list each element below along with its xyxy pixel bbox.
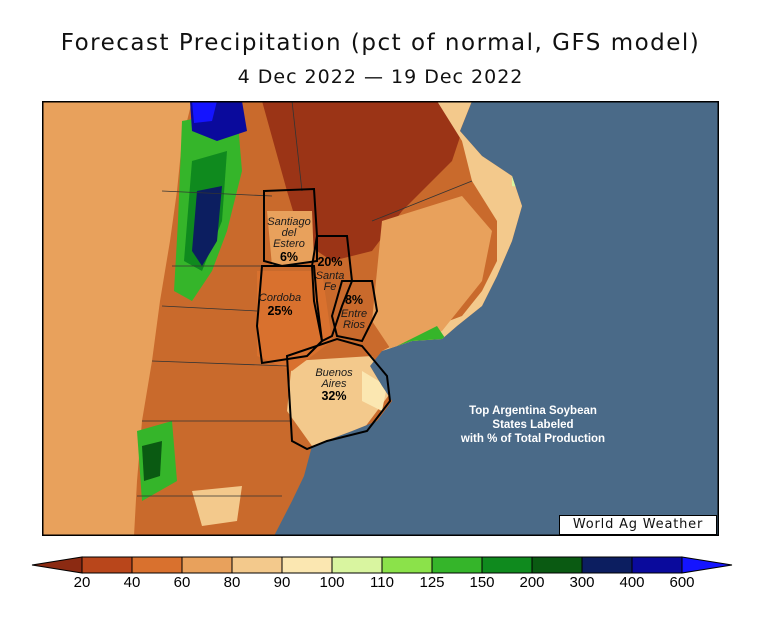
state-name-line: Santa: [316, 270, 345, 282]
colorbar-bin: [281, 556, 333, 574]
colorbar-bin: [481, 556, 533, 574]
state-pct: 32%: [321, 389, 346, 403]
annotation-line: Top Argentina Soybean: [469, 405, 597, 417]
colorbar: [31, 556, 733, 574]
colorbar-bin: [581, 556, 633, 574]
state-label-cordoba: Cordoba 25%: [259, 292, 301, 318]
colorbar-tick-label: 125: [419, 574, 445, 591]
colorbar-tick-label: 110: [370, 574, 394, 591]
state-name-line: Buenos: [315, 367, 353, 379]
precipitation-map: Santiago del Estero 6% 20% Santa Fe Cord…: [42, 101, 719, 536]
colorbar-tick-label: 400: [619, 574, 645, 591]
colorbar-bin: [331, 556, 383, 574]
colorbar-low-arrow: [31, 556, 83, 574]
credit-label: World Ag Weather: [559, 515, 717, 535]
colorbar-bin: [81, 556, 133, 574]
state-name-line: Aires: [320, 378, 347, 390]
soybean-annotation: Top Argentina Soybean States Labeled wit…: [460, 405, 605, 445]
colorbar-bin: [181, 556, 233, 574]
andes-bright-blue: [192, 101, 217, 123]
dry-core: [262, 101, 472, 261]
annotation-line: with % of Total Production: [460, 433, 605, 445]
colorbar-tick-label: 60: [173, 574, 191, 591]
soybean-province-outlines: [255, 187, 392, 451]
province-borders: [137, 101, 473, 497]
state-pct: 6%: [280, 250, 298, 264]
state-label-santa-fe: 20% Santa Fe: [316, 255, 345, 293]
cordoba-outline: [255, 265, 324, 365]
colorbar-tick-label: 90: [273, 574, 291, 591]
buenos-aires-outline: [285, 337, 392, 451]
colorbar-tick-label: 150: [469, 574, 495, 591]
colorbar-bin: [131, 556, 183, 574]
colorbar-tick-label: 600: [669, 574, 695, 591]
colorbar-high-arrow: [681, 556, 733, 574]
state-label-santiago: Santiago del Estero 6%: [267, 216, 310, 264]
state-pct: 8%: [345, 293, 363, 307]
santiago-light: [267, 211, 314, 266]
colorbar-tick-label: 40: [123, 574, 141, 591]
colorbar-tick-label: 20: [73, 574, 91, 591]
state-label-entre-rios: 8% Entre Rios: [341, 293, 367, 331]
annotation-line: States Labeled: [492, 419, 573, 431]
map-frame: [42, 101, 719, 536]
entre-rios-outline: [330, 280, 379, 343]
colorbar-bin: [531, 556, 583, 574]
state-name-line: Rios: [343, 319, 366, 331]
andes-navy: [192, 186, 222, 266]
chile-strip: [42, 101, 192, 536]
state-name-line: Fe: [324, 281, 337, 293]
state-name-line: Entre: [341, 308, 367, 320]
colorbar-tick-label: 300: [569, 574, 595, 591]
santiago-outline: [263, 187, 318, 268]
state-name-line: Cordoba: [259, 292, 301, 304]
colorbar-tick-label: 80: [223, 574, 241, 591]
date-range: 4 Dec 2022 — 19 Dec 2022: [237, 66, 524, 88]
map-title: Forecast Precipitation (pct of normal, G…: [60, 30, 701, 56]
pampas-pale: [362, 371, 387, 411]
colorbar-bin: [231, 556, 283, 574]
state-name-line: Santiago: [267, 216, 310, 228]
state-name-line: del: [282, 227, 297, 239]
colorbar-tick-label: 100: [319, 574, 345, 591]
colorbar-bin: [631, 556, 683, 574]
santa-fe-outline: [310, 235, 354, 343]
colorbar-bin: [431, 556, 483, 574]
south-navy: [142, 441, 162, 481]
state-pct: 25%: [267, 304, 292, 318]
eastern-mid: [372, 196, 492, 351]
state-name-line: Estero: [273, 238, 305, 250]
colorbar-bin: [381, 556, 433, 574]
state-pct: 20%: [317, 255, 342, 269]
state-label-buenos-aires: Buenos Aires 32%: [315, 367, 353, 403]
colorbar-tick-label: 200: [519, 574, 545, 591]
